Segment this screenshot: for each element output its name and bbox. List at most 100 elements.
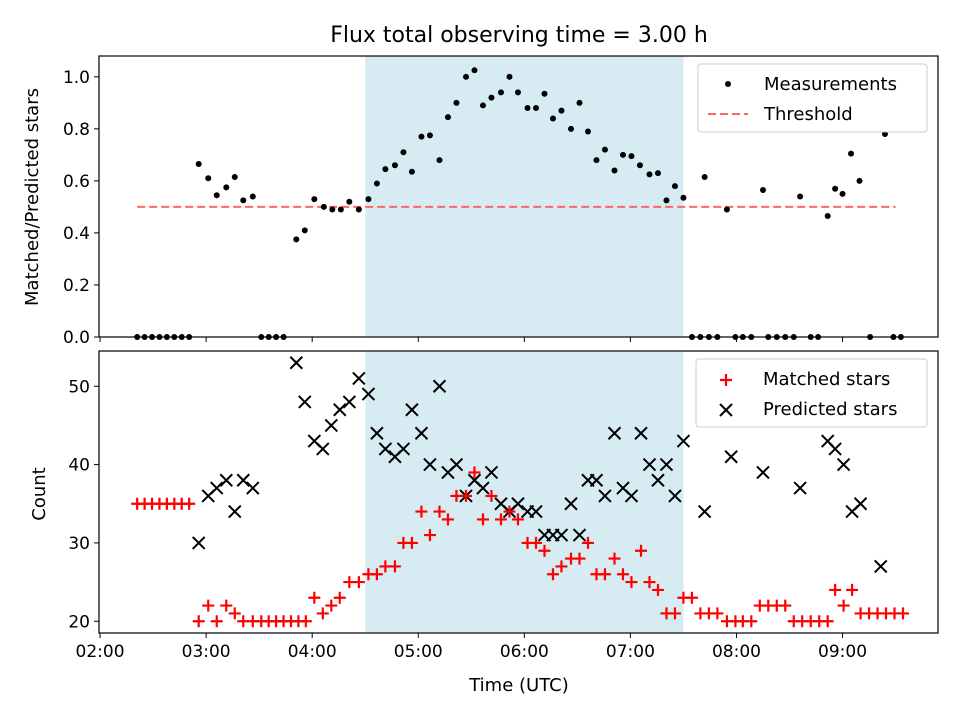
legend-threshold-label: Threshold [763, 104, 853, 125]
matched-point [333, 591, 346, 604]
matched-point [459, 489, 472, 502]
top-ytick-label: 0.0 [63, 328, 90, 348]
measurement-point [195, 160, 202, 167]
measurement-point [346, 198, 353, 205]
predicted-point [676, 434, 691, 448]
measurement-point [584, 128, 591, 135]
predicted-point [449, 457, 464, 472]
measurement-point [400, 149, 407, 156]
matched-point [598, 568, 611, 581]
matched-point [651, 583, 664, 596]
matched-point [476, 513, 489, 526]
bottom-xtick-label: 04:00 [288, 642, 337, 662]
matched-point [388, 560, 401, 573]
predicted-point [361, 387, 376, 401]
predicted-point [414, 426, 429, 440]
predicted-point [634, 426, 648, 440]
predicted-point [432, 379, 447, 393]
matched-point [829, 583, 842, 596]
predicted-point [423, 457, 437, 472]
legend-matched-marker [720, 374, 732, 386]
bottom-xtick-label: 09:00 [818, 642, 867, 662]
bottom-legend: Matched stars Predicted stars [695, 358, 928, 428]
top-ytick-label: 0.6 [63, 172, 90, 192]
predicted-point [191, 536, 206, 550]
matched-point [616, 568, 629, 581]
predicted-point [529, 504, 543, 519]
predicted-point [324, 418, 338, 433]
matched-point [625, 576, 638, 589]
measurement-point [549, 115, 556, 122]
top-legend-box [697, 63, 928, 133]
measurement-point [671, 183, 678, 190]
predicted-point [651, 473, 665, 487]
predicted-point [668, 489, 682, 503]
matched-point [468, 466, 481, 479]
predicted-point [396, 442, 411, 456]
top-panel: 0.0 0.2 0.4 0.6 0.8 1.0 Matched/Predicted sta… [22, 55, 939, 348]
matched-point [183, 497, 196, 510]
legend-predicted-label: Predicted stars [763, 399, 897, 420]
measurement-point [797, 193, 804, 200]
bottom-ytick-label: 20 [68, 612, 90, 632]
matched-point [555, 560, 568, 573]
measurement-point [646, 171, 653, 178]
measurement-point [249, 193, 256, 200]
matched-point [846, 583, 859, 596]
measurement-point [568, 125, 575, 132]
matched-point [573, 552, 586, 565]
predicted-point [476, 481, 490, 495]
top-ytick-label: 0.2 [63, 276, 90, 296]
measurement-point [524, 105, 531, 112]
measurement-point [329, 206, 336, 213]
predicted-point [342, 395, 357, 409]
measurement-point [601, 146, 608, 153]
measurement-point [611, 167, 618, 174]
predicted-point [697, 504, 712, 519]
measurement-point [824, 213, 831, 220]
predicted-point [642, 457, 657, 472]
bottom-ytick-label: 40 [68, 456, 90, 476]
matched-point [405, 536, 418, 549]
measurement-point [479, 102, 486, 109]
predicted-point [659, 457, 674, 472]
predicted-point [624, 489, 639, 503]
bottom-xtick-label: 02:00 [76, 642, 125, 662]
measurement-point [373, 180, 380, 187]
top-ylabel: Matched/Predicted stars [22, 88, 43, 306]
matched-point [316, 607, 329, 620]
predicted-point [246, 481, 260, 495]
measurement-point [856, 177, 863, 184]
bottom-ticks: 20 30 40 50 02:00 03:00 04:00 05:00 06:00 07:00 08… [68, 377, 867, 662]
measurement-point [628, 153, 635, 160]
top-shaded-window [365, 56, 684, 337]
measurement-point [301, 227, 308, 234]
chart-title: Flux total observing time = 3.00 h [330, 23, 708, 48]
measurement-point [311, 196, 318, 203]
measurement-point [832, 185, 839, 192]
predicted-point [836, 457, 851, 472]
measurement-point [205, 175, 212, 182]
matched-point [299, 615, 312, 628]
measurement-point [365, 196, 372, 203]
measurement-point [759, 186, 766, 193]
measurement-point [382, 166, 389, 173]
predicted-point [210, 481, 224, 495]
measurement-point [213, 192, 220, 199]
predicted-points [191, 356, 888, 574]
bottom-xlabel: Time (UTC) [468, 675, 569, 696]
matched-point [423, 529, 436, 542]
bottom-legend-box [695, 358, 928, 428]
measurement-point [223, 184, 230, 191]
top-axes-frame [98, 55, 939, 338]
measurement-point [636, 162, 643, 169]
matched-point [192, 615, 205, 628]
matched-point [352, 576, 365, 589]
matched-point [668, 607, 681, 620]
predicted-point [298, 395, 312, 409]
matched-point [635, 544, 648, 557]
matched-point [581, 536, 594, 549]
measurement-point [839, 190, 846, 197]
matched-point [685, 591, 698, 604]
measurement-point [576, 99, 583, 106]
